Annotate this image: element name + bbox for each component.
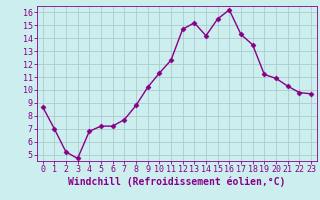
X-axis label: Windchill (Refroidissement éolien,°C): Windchill (Refroidissement éolien,°C) (68, 177, 285, 187)
